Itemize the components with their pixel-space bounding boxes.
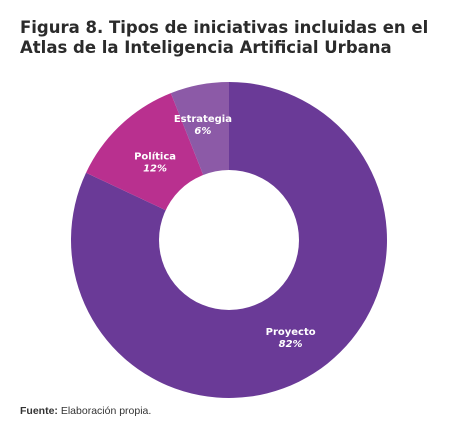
source-text: Elaboración propia. bbox=[60, 405, 152, 417]
slice-label-estrategia: Estrategia bbox=[174, 114, 232, 125]
figure-title: Figura 8. Tipos de iniciativas incluidas… bbox=[20, 18, 429, 57]
slice-label-proyecto: Proyecto bbox=[266, 327, 316, 338]
slice-label-política: Política bbox=[134, 150, 176, 162]
source-label: Fuente: bbox=[20, 405, 58, 417]
figure-source: Fuente: Elaboración propia. bbox=[20, 405, 151, 417]
donut-hole bbox=[159, 170, 299, 310]
slice-value-estrategia: 6% bbox=[194, 126, 211, 137]
slice-value-política: 12% bbox=[143, 163, 167, 174]
slice-value-proyecto: 82% bbox=[279, 339, 303, 350]
